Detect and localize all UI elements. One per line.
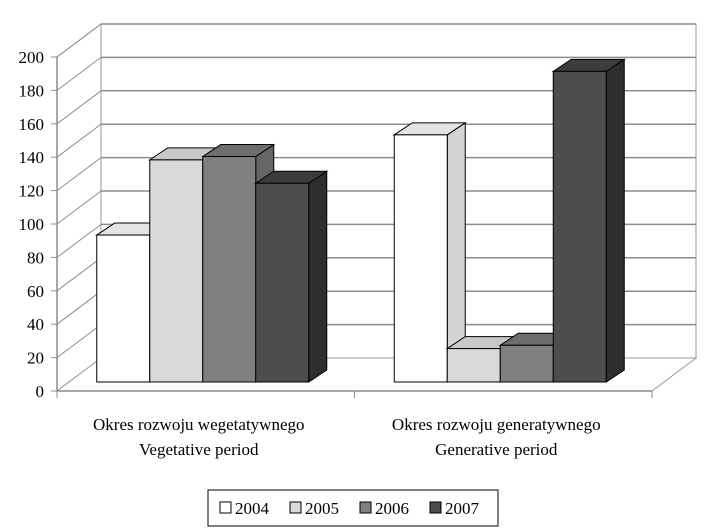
legend-item-2004: 2004	[219, 499, 270, 518]
bar-front	[499, 344, 554, 383]
legend-label: 2004	[235, 499, 270, 518]
y-tick-label: 60	[27, 282, 44, 301]
x-category-label-1-line2: Vegetative period	[139, 440, 259, 459]
bar-front	[393, 134, 448, 383]
legend-box	[207, 489, 499, 527]
y-tick-label: 80	[27, 248, 44, 267]
y-axis-ticks: 0 20 40 60 80 100 120 140 160 180 200	[19, 48, 57, 401]
y-tick-label: 20	[27, 349, 44, 368]
bar-2007-cat2	[551, 58, 626, 383]
y-tick-label: 160	[19, 115, 45, 134]
gridline-side	[56, 290, 102, 325]
x-axis-categories: Okres rozwoju wegetatywnego Vegetative pe…	[93, 415, 601, 459]
gridline-side	[56, 23, 102, 58]
legend-label: 2006	[375, 499, 409, 518]
y-tick-label: 0	[36, 382, 45, 401]
bar-front	[552, 70, 607, 383]
bar-2004-cat2	[392, 121, 467, 383]
gridline-side	[56, 157, 102, 192]
bar-side	[308, 170, 328, 383]
legend-label: 2007	[445, 499, 480, 518]
gridline-side	[56, 123, 102, 158]
y-tick-label: 200	[19, 48, 45, 67]
y-tick-label: 120	[19, 182, 45, 201]
legend-swatch	[219, 501, 232, 514]
gridline-side	[56, 257, 102, 292]
legend-item-2005: 2005	[289, 499, 339, 518]
legend: 2004 2005 2006 2007	[207, 489, 499, 527]
y-tick-label: 100	[19, 215, 45, 234]
bar-front	[149, 159, 204, 383]
y-tick-label: 140	[19, 148, 45, 167]
bar-front	[446, 348, 501, 383]
x-category-label-1-line1: Okres rozwoju wegetatywnego	[93, 415, 305, 434]
x-category-label-2-line1: Okres rozwoju generatywnego	[392, 415, 601, 434]
gridline-side	[56, 223, 102, 258]
gridline-side	[56, 57, 102, 91]
bar-front	[255, 182, 310, 383]
legend-swatch	[429, 501, 442, 514]
gridline-side	[56, 90, 102, 125]
bar-front	[96, 234, 151, 383]
bar-2007-cat1	[254, 170, 329, 383]
legend-item-2006: 2006	[359, 499, 409, 518]
legend-label: 2005	[305, 499, 339, 518]
gridline-side	[56, 324, 102, 359]
bar-front	[202, 156, 257, 383]
bars	[95, 58, 626, 383]
bar-side	[605, 58, 625, 383]
y-tick-label: 180	[19, 81, 45, 100]
y-tick-label: 40	[27, 315, 44, 334]
legend-swatch	[289, 501, 302, 514]
legend-item-2007: 2007	[429, 499, 480, 518]
x-category-label-2-line2: Generative period	[435, 440, 558, 459]
gridline-side	[56, 190, 102, 225]
legend-swatch	[359, 501, 372, 514]
